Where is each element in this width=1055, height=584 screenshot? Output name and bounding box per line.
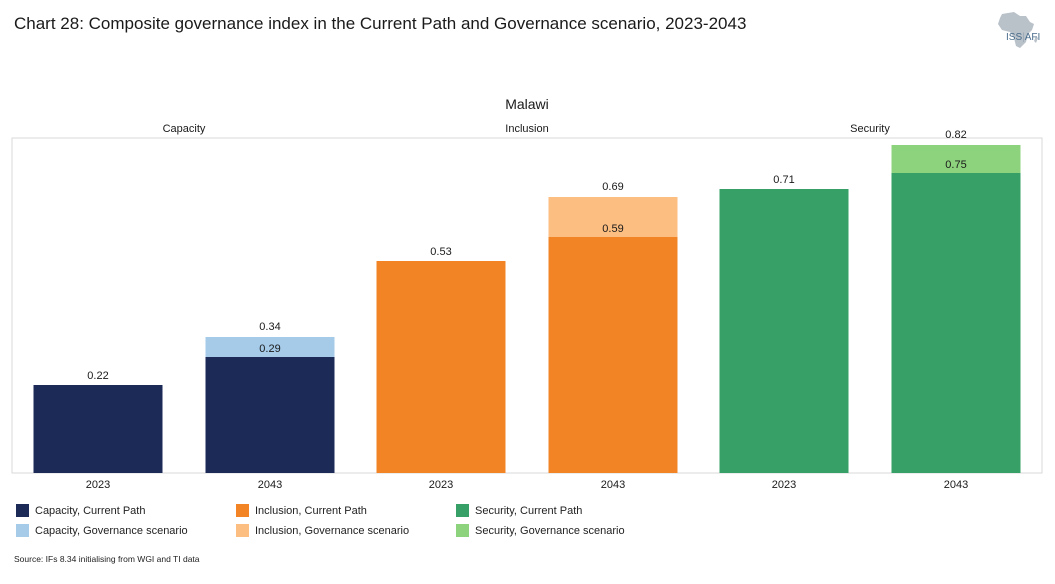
- data-label-governance: 0.34: [259, 321, 280, 333]
- group-label-capacity: Capacity: [163, 123, 206, 135]
- africa-map-icon: [998, 12, 1038, 48]
- legend-item: Inclusion, Current Path: [236, 504, 367, 517]
- legend-swatch: [16, 524, 29, 537]
- legend-swatch: [456, 524, 469, 537]
- group-label-security: Security: [850, 123, 890, 135]
- x-tick-label: 2023: [86, 479, 110, 491]
- data-label-governance: 0.82: [945, 129, 966, 141]
- logo-text-main: ISS: [1006, 32, 1023, 43]
- logo-text-separator: |: [1022, 32, 1025, 43]
- legend-item: Security, Current Path: [456, 504, 582, 517]
- x-tick-label: 2043: [944, 479, 968, 491]
- legend-swatch: [16, 504, 29, 517]
- chart-subtitle: Malawi: [505, 96, 549, 112]
- source-note: Source: IFs 8.34 initialising from WGI a…: [14, 554, 200, 564]
- plot-frame: [11, 137, 1043, 474]
- bar-security-2043-current-path: [891, 173, 1021, 473]
- chart-title: Chart 28: Composite governance index in …: [14, 14, 747, 33]
- legend-swatch: [236, 524, 249, 537]
- data-label-current-path: 0.29: [259, 343, 280, 355]
- x-tick-label: 2023: [772, 479, 796, 491]
- data-label-current-path: 0.75: [945, 159, 966, 171]
- legend-item: Inclusion, Governance scenario: [236, 524, 409, 537]
- group-label-inclusion: Inclusion: [505, 123, 548, 135]
- legend-item: Capacity, Current Path: [16, 504, 145, 517]
- data-label-current-path: 0.22: [87, 370, 108, 382]
- legend-label: Capacity, Current Path: [35, 504, 146, 517]
- legend-item: Security, Governance scenario: [456, 524, 625, 537]
- legend-label: Inclusion, Current Path: [255, 504, 367, 517]
- data-label-current-path: 0.71: [773, 174, 794, 186]
- legend: Capacity, Current Path Capacity, Governan…: [16, 504, 776, 544]
- x-tick-label: 2043: [258, 479, 282, 491]
- chart-area: Malawi Capacity 0.22 2023 0.34 0.29 2043 Inclus…: [11, 96, 1043, 491]
- x-tick-label: 2043: [601, 479, 625, 491]
- legend-swatch: [236, 504, 249, 517]
- bar-capacity-2043-current-path: [205, 357, 335, 473]
- logo-text: ISS|AFI: [1006, 32, 1040, 43]
- data-label-current-path: 0.53: [430, 246, 451, 258]
- bar-security-2023-current-path: [719, 189, 849, 473]
- data-label-governance: 0.69: [602, 181, 623, 193]
- legend-label: Security, Current Path: [475, 504, 583, 517]
- legend-label: Inclusion, Governance scenario: [255, 524, 410, 537]
- legend-label: Capacity, Governance scenario: [35, 524, 188, 537]
- bar-inclusion-2043-current-path: [548, 237, 678, 473]
- bar-capacity-2023-current-path: [33, 385, 163, 473]
- legend-label: Security, Governance scenario: [475, 524, 625, 537]
- data-label-current-path: 0.59: [602, 223, 623, 235]
- legend-swatch: [456, 504, 469, 517]
- x-tick-label: 2023: [429, 479, 453, 491]
- bar-inclusion-2023-current-path: [376, 261, 506, 473]
- legend-item: Capacity, Governance scenario: [16, 524, 188, 537]
- logo-text-sub: AFI: [1024, 32, 1041, 43]
